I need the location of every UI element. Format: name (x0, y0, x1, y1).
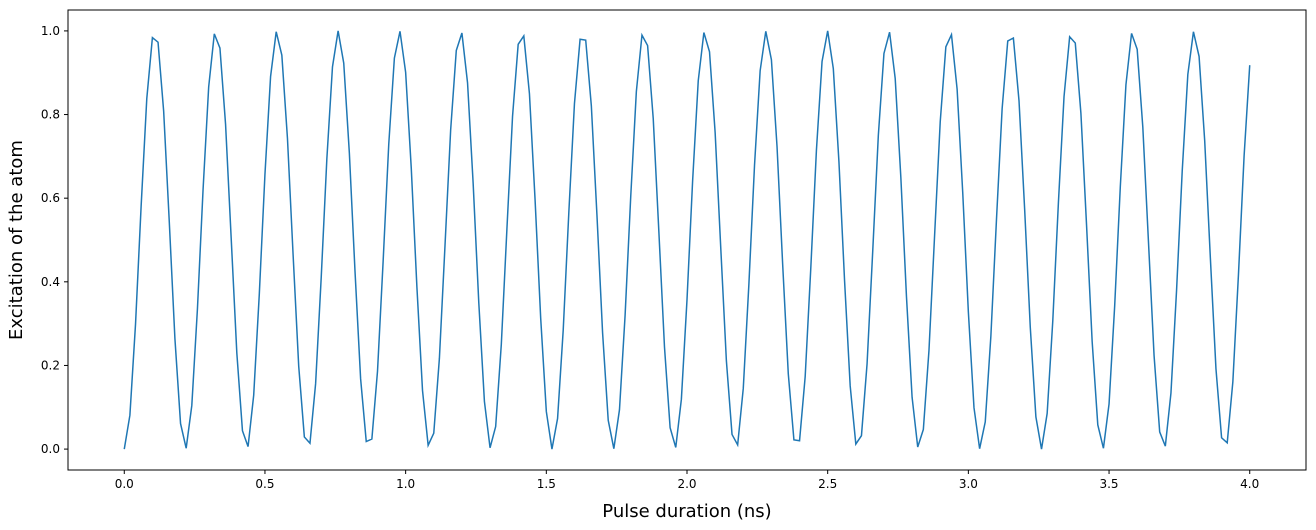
y-tick-label: 0.4 (41, 275, 60, 289)
x-tick-label: 4.0 (1240, 477, 1259, 491)
x-tick-label: 0.0 (115, 477, 134, 491)
data-line (123, 30, 1251, 450)
y-tick-label: 0.2 (41, 358, 60, 372)
y-tick-label: 1.0 (41, 24, 60, 38)
x-axis-title: Pulse duration (ns) (602, 501, 771, 522)
y-tick-label: 0.8 (41, 108, 60, 122)
x-tick-label: 1.5 (537, 477, 556, 491)
y-tick-label: 0.6 (41, 191, 60, 205)
x-tick-label: 3.0 (959, 477, 978, 491)
x-tick-label: 3.5 (1099, 477, 1118, 491)
x-tick-label: 2.5 (818, 477, 837, 491)
x-tick-label: 0.5 (255, 477, 274, 491)
y-tick-label: 0.0 (41, 442, 60, 456)
y-axis-title: Excitation of the atom (6, 140, 27, 340)
x-tick-label: 1.0 (396, 477, 415, 491)
x-tick-label: 2.0 (677, 477, 696, 491)
